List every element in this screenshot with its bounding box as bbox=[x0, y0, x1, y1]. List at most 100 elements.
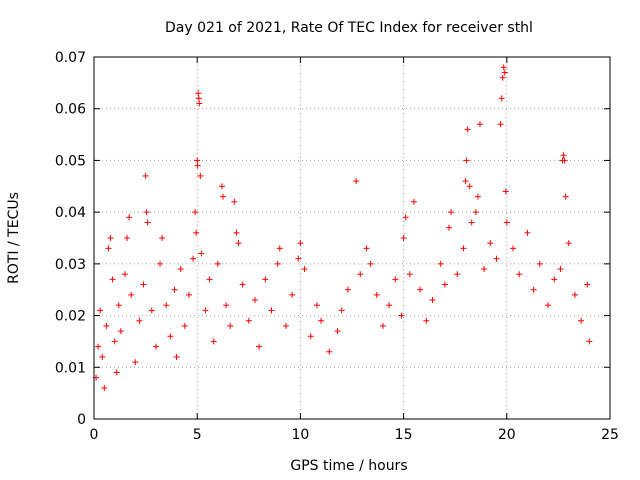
data-point bbox=[334, 328, 341, 335]
data-point bbox=[502, 188, 509, 195]
data-point bbox=[235, 240, 242, 247]
y-tick-label: 0 bbox=[77, 412, 86, 428]
data-point bbox=[245, 317, 252, 324]
x-tick-label: 10 bbox=[291, 427, 309, 443]
data-point bbox=[462, 178, 469, 185]
data-point bbox=[143, 209, 150, 216]
data-point bbox=[195, 95, 202, 102]
data-point bbox=[565, 240, 572, 247]
data-point bbox=[192, 209, 199, 216]
data-point bbox=[516, 271, 523, 278]
data-point bbox=[460, 245, 467, 252]
data-point bbox=[282, 322, 289, 329]
data-point bbox=[326, 348, 333, 355]
data-point bbox=[524, 229, 531, 236]
data-point bbox=[97, 307, 104, 314]
data-point bbox=[181, 322, 188, 329]
data-point bbox=[101, 384, 108, 391]
data-point bbox=[124, 235, 131, 241]
data-point bbox=[464, 126, 471, 133]
data-point bbox=[551, 276, 558, 283]
data-point bbox=[472, 209, 479, 216]
data-point bbox=[584, 281, 591, 288]
data-point bbox=[297, 240, 304, 247]
data-point bbox=[392, 276, 399, 283]
y-axis-title: ROTI / TECUs bbox=[6, 192, 22, 284]
data-point bbox=[197, 172, 204, 179]
data-point bbox=[121, 271, 128, 278]
data-point bbox=[501, 69, 508, 76]
data-point bbox=[103, 322, 110, 329]
data-point bbox=[163, 302, 170, 309]
data-point bbox=[128, 291, 135, 298]
data-point bbox=[476, 121, 483, 128]
data-point bbox=[167, 333, 174, 340]
data-point bbox=[239, 281, 246, 288]
data-point bbox=[338, 307, 345, 314]
data-point bbox=[497, 121, 504, 128]
data-point bbox=[379, 322, 386, 329]
data-point bbox=[195, 90, 202, 97]
data-point bbox=[386, 302, 393, 309]
y-tick-label: 0.03 bbox=[55, 257, 86, 273]
y-tick-label: 0.04 bbox=[55, 205, 86, 221]
data-point bbox=[487, 240, 494, 247]
data-points bbox=[93, 64, 593, 391]
data-point bbox=[474, 193, 481, 200]
y-tick-labels: 0 0.01 0.02 0.03 0.04 0.05 0.06 0.07 bbox=[55, 50, 86, 428]
data-point bbox=[367, 260, 374, 267]
data-point bbox=[194, 157, 201, 164]
y-tick-label: 0.06 bbox=[55, 102, 86, 118]
data-point bbox=[206, 276, 213, 283]
data-point bbox=[111, 338, 118, 345]
data-point bbox=[446, 224, 453, 231]
data-point bbox=[105, 245, 112, 252]
data-point bbox=[437, 260, 444, 267]
data-point bbox=[227, 322, 234, 329]
data-point bbox=[301, 266, 308, 273]
data-point bbox=[571, 291, 578, 298]
data-point bbox=[109, 276, 116, 283]
data-point bbox=[148, 307, 155, 314]
data-point bbox=[454, 271, 461, 278]
data-point bbox=[115, 302, 122, 309]
data-point bbox=[499, 74, 506, 81]
data-point bbox=[509, 245, 516, 252]
data-point bbox=[218, 183, 225, 190]
x-tick-label: 5 bbox=[193, 427, 202, 443]
data-point bbox=[220, 193, 226, 200]
data-point bbox=[398, 312, 405, 319]
data-point bbox=[417, 286, 424, 293]
data-point bbox=[353, 178, 360, 185]
data-point bbox=[441, 281, 448, 288]
data-point bbox=[503, 219, 510, 226]
data-point bbox=[173, 353, 180, 360]
data-point bbox=[561, 157, 568, 164]
data-point bbox=[159, 235, 166, 241]
data-point bbox=[274, 260, 281, 267]
data-point bbox=[318, 317, 325, 324]
data-point bbox=[307, 333, 314, 340]
y-tick-label: 0.05 bbox=[55, 153, 86, 169]
x-tick-label: 15 bbox=[395, 427, 413, 443]
data-point bbox=[113, 369, 120, 376]
data-point bbox=[190, 255, 197, 262]
data-point bbox=[171, 286, 178, 293]
data-point bbox=[276, 245, 283, 252]
data-point bbox=[185, 291, 192, 298]
data-point bbox=[586, 338, 593, 345]
data-point bbox=[194, 162, 201, 169]
data-point bbox=[251, 297, 258, 304]
data-point bbox=[136, 317, 143, 324]
data-point bbox=[500, 64, 507, 71]
y-tick-label: 0.07 bbox=[55, 50, 86, 66]
data-point bbox=[410, 198, 417, 205]
data-point bbox=[578, 317, 585, 324]
data-point bbox=[107, 235, 114, 241]
data-point bbox=[132, 359, 139, 366]
data-point bbox=[223, 302, 230, 309]
data-point bbox=[402, 214, 409, 221]
x-tick-label: 0 bbox=[90, 427, 99, 443]
data-point bbox=[406, 271, 413, 278]
data-point bbox=[214, 260, 221, 267]
